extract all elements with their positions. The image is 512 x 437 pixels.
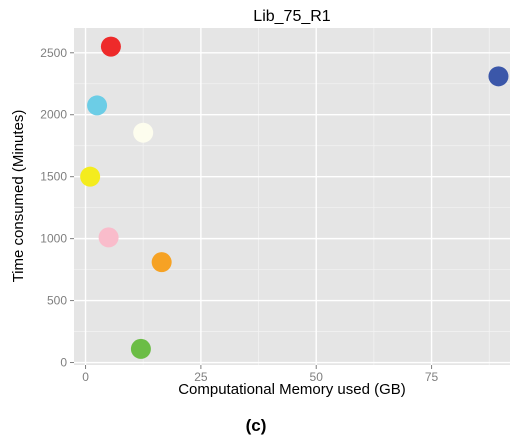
data-point	[151, 252, 172, 273]
x-tick-label: 25	[194, 370, 208, 384]
y-tick-label: 2500	[40, 46, 67, 60]
data-point	[133, 122, 154, 143]
plot-panel	[74, 28, 510, 365]
y-tick-label: 500	[47, 294, 67, 308]
data-point	[130, 338, 151, 359]
data-point	[488, 66, 509, 87]
grid-lines	[74, 28, 510, 365]
axis-ticks: 0 25 50 75 0 500 1000 1500 2000 2500	[40, 46, 438, 384]
x-tick-label: 50	[310, 370, 324, 384]
data-point	[100, 36, 121, 57]
y-axis-title: Time consumed (Minutes)	[10, 110, 27, 283]
chart-title: Lib_75_R1	[253, 8, 331, 25]
data-points	[80, 36, 509, 359]
x-axis-title: Computational Memory used (GB)	[178, 381, 406, 398]
data-point	[98, 227, 119, 248]
x-tick-label: 75	[425, 370, 439, 384]
y-tick-label: 1000	[40, 232, 67, 246]
figure-caption: (c)	[246, 416, 267, 435]
y-tick-label: 2000	[40, 108, 67, 122]
data-point	[87, 95, 108, 116]
x-tick-label: 0	[82, 370, 89, 384]
y-tick-label: 1500	[40, 170, 67, 184]
data-point	[80, 166, 101, 187]
y-tick-label: 0	[60, 356, 67, 370]
